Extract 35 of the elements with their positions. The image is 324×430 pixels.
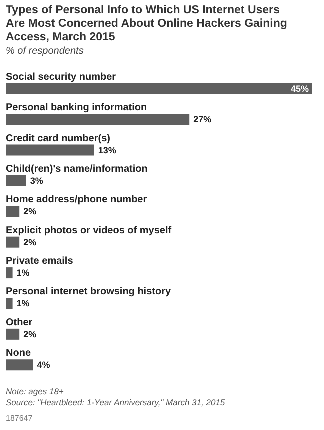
data-label: 2% — [24, 206, 37, 217]
data-label: 2% — [24, 237, 37, 248]
data-label: 27% — [194, 114, 212, 125]
y-tick-label: Personal internet browsing history — [6, 286, 172, 298]
source-note: Source: "Heartbleed: 1-Year Anniversary," March 31, 2015 — [6, 398, 226, 408]
data-label: 4% — [37, 360, 50, 370]
bar — [6, 328, 20, 340]
y-tick-label: Explicit photos or videos of myself — [6, 225, 172, 236]
bar — [6, 236, 20, 248]
bar — [6, 298, 13, 310]
bar — [6, 114, 190, 126]
bar — [6, 360, 34, 371]
y-tick-label: Other — [6, 317, 33, 328]
bar — [6, 144, 94, 156]
data-label: 13% — [98, 145, 116, 156]
data-label: 1% — [16, 298, 30, 309]
y-tick-label: Social security number — [6, 72, 116, 83]
chart-subtitle: % of respondents — [6, 46, 84, 57]
bar — [6, 175, 26, 186]
y-tick-label: Credit card number(s) — [6, 133, 110, 144]
y-tick-label: None — [6, 348, 32, 360]
y-tick-label: Child(ren)'s name/information — [6, 164, 148, 175]
y-tick-label: Private emails — [6, 256, 74, 268]
bar — [6, 268, 13, 279]
y-tick-label: Personal banking information — [6, 102, 148, 114]
data-label: 45% — [290, 84, 309, 94]
y-tick-label: Home address/phone number — [6, 194, 148, 206]
chart-title: Types of Personal Info to Which US Internet Users Are Most Concerned About Online Hackers Gaining Access, March 2015 — [6, 4, 288, 44]
text: Note: ages 18+ — [6, 386, 64, 396]
text: 187647 — [6, 414, 34, 423]
bar — [6, 206, 20, 218]
data-label: 2% — [24, 329, 37, 340]
data-label: 3% — [30, 176, 44, 186]
bar — [6, 83, 312, 94]
data-label: 1% — [16, 268, 30, 278]
